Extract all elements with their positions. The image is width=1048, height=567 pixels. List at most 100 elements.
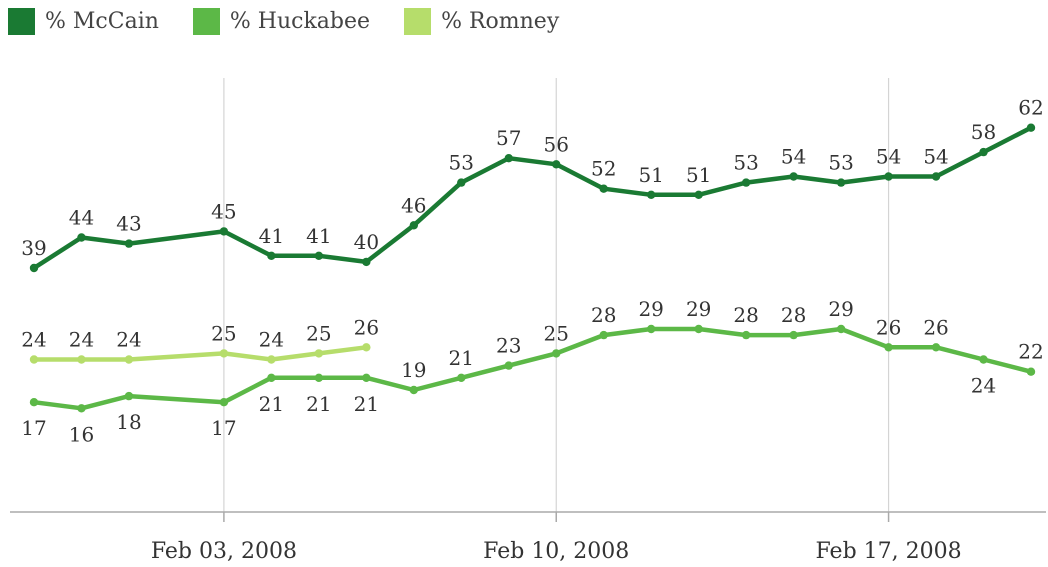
data-point-huckabee — [931, 343, 941, 352]
data-label-romney: 24 — [259, 328, 284, 352]
legend-swatch-mccain — [8, 7, 35, 35]
x-tick-label: Feb 17, 2008 — [816, 539, 962, 564]
data-label-huckabee: 25 — [544, 321, 569, 345]
legend-label-romney: % Romney — [441, 8, 560, 34]
data-label-romney: 24 — [69, 328, 94, 352]
legend-item-mccain: % McCain — [8, 7, 159, 35]
data-point-huckabee — [457, 373, 466, 382]
data-point-huckabee — [884, 343, 893, 352]
data-point-mccain — [362, 257, 371, 267]
data-point-mccain — [646, 190, 656, 199]
data-point-huckabee — [29, 398, 39, 407]
data-point-huckabee — [836, 324, 846, 334]
data-point-huckabee — [504, 361, 513, 370]
data-label-huckabee: 21 — [259, 392, 284, 416]
data-labels: 39 44 43 45 41 41 40 46 53 57 56 52 51 51 53 54 53 54 54 58… — [21, 96, 1043, 447]
data-label-mccain: 44 — [69, 206, 94, 230]
data-point-mccain — [77, 233, 86, 242]
data-label-romney: 24 — [116, 328, 141, 352]
data-label-mccain: 41 — [259, 224, 284, 248]
data-label-huckabee: 21 — [449, 346, 474, 370]
data-label-mccain: 57 — [496, 126, 521, 150]
data-label-huckabee: 29 — [638, 297, 663, 321]
data-label-mccain: 41 — [306, 224, 331, 248]
data-label-huckabee: 17 — [211, 416, 236, 440]
data-label-huckabee: 28 — [733, 303, 758, 327]
data-point-huckabee — [362, 373, 371, 382]
data-label-mccain: 62 — [1018, 96, 1043, 120]
data-label-huckabee: 28 — [781, 303, 806, 327]
data-label-huckabee: 24 — [971, 374, 996, 398]
data-point-huckabee — [979, 355, 988, 364]
data-point-mccain — [504, 154, 513, 163]
data-point-romney — [267, 355, 276, 364]
data-point-huckabee — [646, 324, 656, 334]
data-label-huckabee: 26 — [923, 315, 948, 339]
data-point-huckabee — [314, 373, 324, 382]
x-tick-label: Feb 10, 2008 — [483, 539, 629, 564]
data-point-mccain — [457, 178, 466, 187]
data-point-huckabee — [267, 373, 276, 382]
data-point-huckabee — [124, 391, 134, 401]
data-label-huckabee: 17 — [21, 416, 46, 440]
data-point-mccain — [789, 172, 798, 181]
grid-lines — [223, 78, 890, 512]
data-point-huckabee — [552, 349, 561, 358]
data-point-huckabee — [77, 404, 86, 413]
data-point-huckabee — [599, 330, 608, 340]
x-tick-label: Feb 03, 2008 — [151, 539, 297, 564]
data-label-mccain: 53 — [449, 151, 474, 175]
legend-label-huckabee: % Huckabee — [229, 8, 371, 34]
data-point-mccain — [884, 172, 893, 181]
data-point-romney — [314, 349, 324, 358]
legend-item-romney: % Romney — [404, 7, 560, 35]
data-label-huckabee: 26 — [876, 315, 901, 339]
data-point-mccain — [314, 251, 324, 260]
x-axis-ticks: Feb 03, 2008 Feb 10, 2008 Feb 17, 2008 — [151, 512, 962, 564]
data-label-romney: 24 — [21, 328, 46, 352]
data-label-mccain: 54 — [781, 145, 806, 169]
data-point-huckabee — [1026, 367, 1036, 376]
data-label-mccain: 56 — [544, 132, 569, 156]
data-label-mccain: 52 — [591, 157, 616, 181]
data-point-mccain — [267, 251, 276, 260]
data-label-mccain: 53 — [733, 151, 758, 175]
data-label-huckabee: 29 — [828, 297, 853, 321]
legend-item-huckabee: % Huckabee — [192, 7, 371, 35]
data-point-mccain — [552, 160, 561, 169]
data-point-mccain — [979, 147, 988, 157]
data-label-mccain: 54 — [876, 145, 901, 169]
data-label-mccain: 54 — [923, 145, 948, 169]
series-lines — [29, 123, 1036, 413]
legend-swatch-huckabee — [192, 7, 220, 35]
data-label-huckabee: 18 — [116, 410, 141, 434]
legend-swatch-romney — [404, 7, 432, 35]
data-label-mccain: 51 — [638, 163, 663, 187]
data-label-mccain: 39 — [21, 236, 46, 260]
data-label-mccain: 40 — [354, 230, 379, 254]
data-point-mccain — [931, 172, 941, 181]
data-label-mccain: 58 — [971, 120, 996, 144]
data-label-huckabee: 19 — [401, 358, 426, 382]
data-point-huckabee — [789, 330, 798, 340]
data-label-romney: 26 — [354, 315, 379, 339]
data-label-huckabee: 28 — [591, 303, 616, 327]
series-line-huckabee — [31, 326, 1034, 411]
legend-label-mccain: % McCain — [45, 8, 159, 34]
data-point-huckabee — [694, 324, 703, 334]
data-label-huckabee: 22 — [1018, 340, 1043, 364]
data-label-romney: 25 — [306, 321, 331, 345]
chart-legend: % McCain % Huckabee % Romney — [8, 6, 593, 36]
data-point-romney — [362, 343, 371, 352]
data-point-mccain — [409, 221, 419, 230]
data-point-mccain — [219, 227, 229, 236]
data-point-mccain — [1026, 123, 1036, 132]
data-label-mccain: 51 — [686, 163, 711, 187]
data-point-mccain — [694, 190, 703, 199]
data-label-huckabee: 23 — [496, 334, 521, 358]
data-label-huckabee: 16 — [69, 422, 94, 446]
data-point-romney — [124, 355, 134, 364]
data-point-huckabee — [409, 385, 419, 395]
data-label-mccain: 53 — [828, 151, 853, 175]
